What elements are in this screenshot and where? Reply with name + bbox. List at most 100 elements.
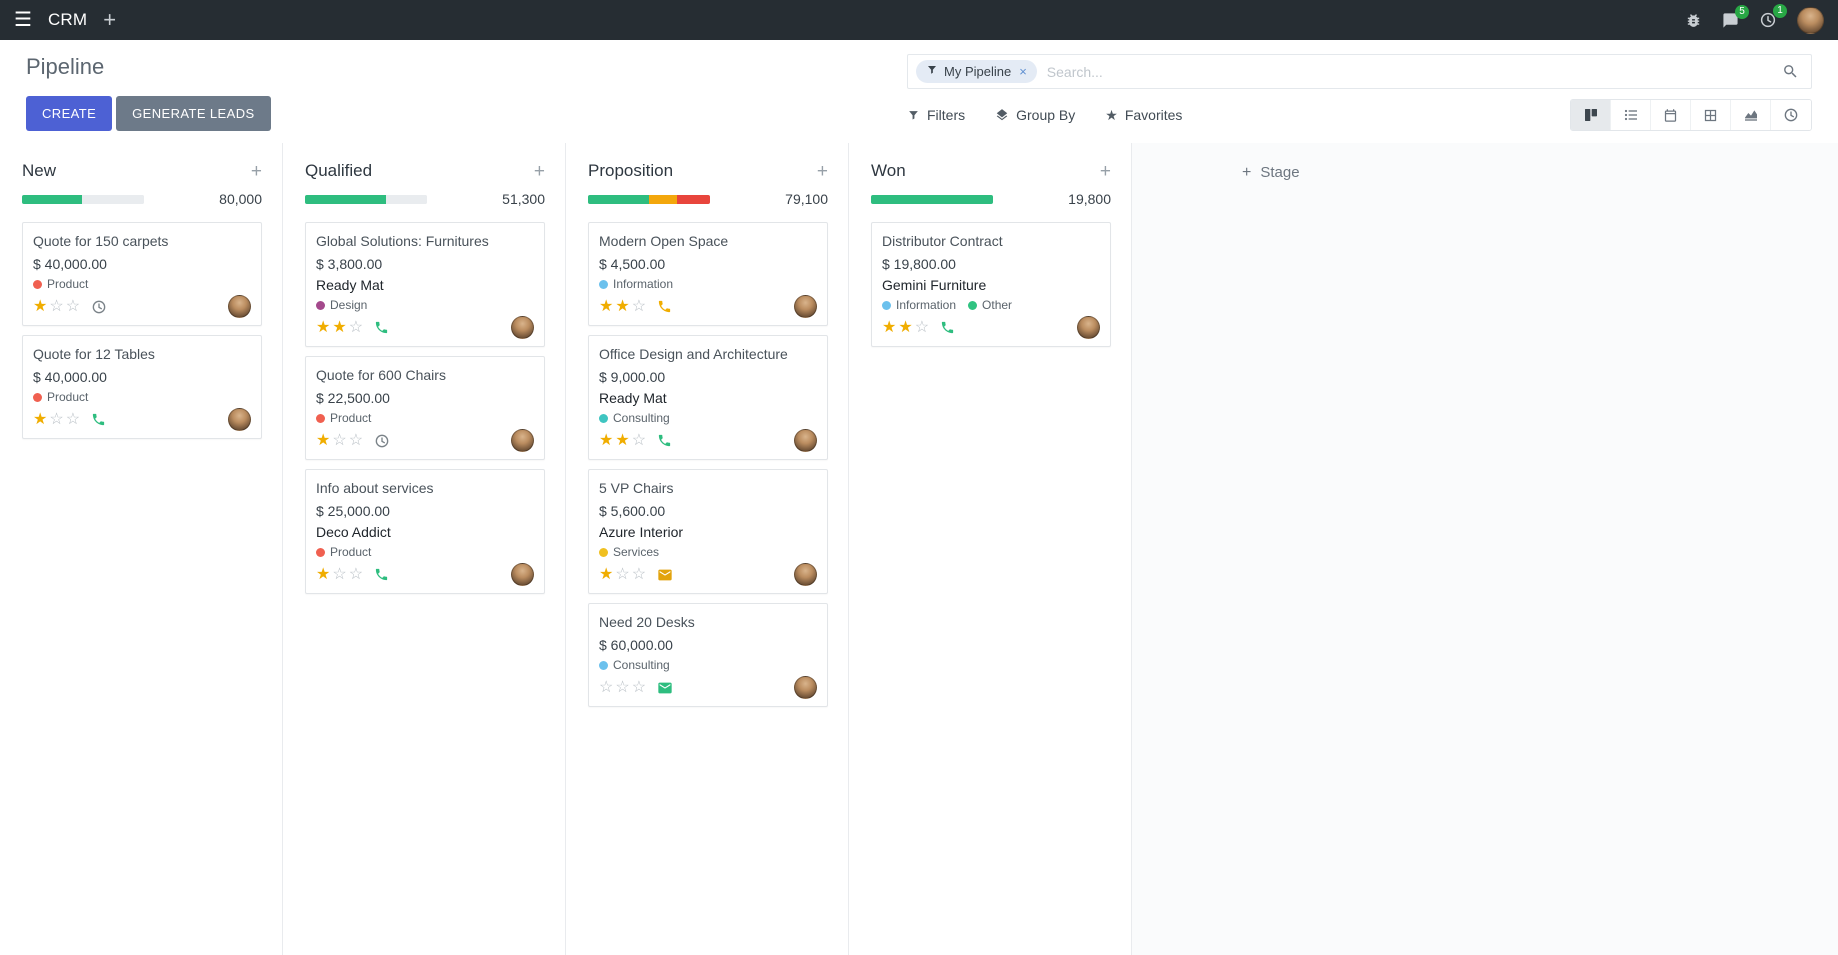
- priority-stars[interactable]: ★ ☆ ☆: [33, 410, 82, 428]
- progress-segment[interactable]: [588, 194, 649, 204]
- priority-stars[interactable]: ★ ★ ☆: [599, 297, 648, 315]
- activities-clock-icon[interactable]: 1: [1759, 4, 1787, 29]
- apps-menu-icon[interactable]: ☰: [14, 9, 32, 31]
- envelope-icon[interactable]: [657, 680, 673, 696]
- progress-segment[interactable]: [22, 194, 82, 204]
- salesperson-avatar[interactable]: [511, 429, 534, 452]
- star-filled-icon[interactable]: ★: [316, 565, 331, 583]
- star-empty-icon[interactable]: ☆: [348, 565, 364, 583]
- progress-segment[interactable]: [385, 194, 427, 204]
- kanban-card[interactable]: Quote for 600 Chairs $ 22,500.00 Product…: [305, 356, 545, 460]
- kanban-card[interactable]: Modern Open Space $ 4,500.00 Information…: [588, 222, 828, 326]
- facet-remove-icon[interactable]: ×: [1019, 64, 1027, 79]
- graph-view-button[interactable]: [1731, 100, 1771, 130]
- star-filled-icon[interactable]: ★: [615, 297, 630, 315]
- column-progressbar[interactable]: [871, 194, 993, 204]
- progress-segment[interactable]: [305, 194, 386, 204]
- favorites-menu[interactable]: ★ Favorites: [1105, 107, 1182, 124]
- star-empty-icon[interactable]: ☆: [615, 565, 630, 583]
- phone-icon[interactable]: [374, 320, 389, 335]
- progress-segment[interactable]: [81, 194, 144, 204]
- salesperson-avatar[interactable]: [228, 408, 251, 431]
- star-empty-icon[interactable]: ☆: [332, 431, 347, 449]
- search-facet[interactable]: My Pipeline ×: [916, 60, 1037, 83]
- phone-icon[interactable]: [374, 567, 389, 582]
- kanban-card[interactable]: Quote for 150 carpets $ 40,000.00 Produc…: [22, 222, 262, 326]
- priority-stars[interactable]: ★ ★ ☆: [882, 318, 931, 336]
- star-empty-icon[interactable]: ☆: [332, 565, 347, 583]
- add-record-icon[interactable]: +: [1099, 160, 1111, 182]
- activity-view-button[interactable]: [1771, 100, 1811, 130]
- add-record-icon[interactable]: +: [250, 160, 262, 182]
- priority-stars[interactable]: ★ ★ ☆: [316, 318, 365, 336]
- star-empty-icon[interactable]: ☆: [348, 431, 364, 449]
- generate-leads-button[interactable]: GENERATE LEADS: [116, 96, 271, 131]
- star-empty-icon[interactable]: ☆: [65, 297, 81, 315]
- star-filled-icon[interactable]: ★: [615, 431, 630, 449]
- pivot-view-button[interactable]: [1691, 100, 1731, 130]
- star-empty-icon[interactable]: ☆: [615, 678, 630, 696]
- salesperson-avatar[interactable]: [228, 295, 251, 318]
- star-filled-icon[interactable]: ★: [316, 431, 331, 449]
- add-record-icon[interactable]: +: [816, 160, 828, 182]
- envelope-icon[interactable]: [657, 567, 673, 583]
- salesperson-avatar[interactable]: [511, 316, 534, 339]
- phone-icon[interactable]: [657, 433, 672, 448]
- progress-segment[interactable]: [871, 194, 993, 204]
- star-filled-icon[interactable]: ★: [599, 565, 614, 583]
- star-empty-icon[interactable]: ☆: [631, 297, 647, 315]
- star-filled-icon[interactable]: ★: [898, 318, 913, 336]
- star-empty-icon[interactable]: ☆: [631, 431, 647, 449]
- star-empty-icon[interactable]: ☆: [631, 565, 647, 583]
- star-empty-icon[interactable]: ☆: [49, 410, 64, 428]
- column-progressbar[interactable]: [22, 194, 144, 204]
- salesperson-avatar[interactable]: [511, 563, 534, 586]
- star-filled-icon[interactable]: ★: [882, 318, 897, 336]
- star-filled-icon[interactable]: ★: [599, 297, 614, 315]
- salesperson-avatar[interactable]: [794, 295, 817, 318]
- priority-stars[interactable]: ☆ ☆ ☆: [599, 678, 648, 696]
- search-icon[interactable]: [1782, 63, 1799, 80]
- kanban-card[interactable]: Quote for 12 Tables $ 40,000.00 Product …: [22, 335, 262, 439]
- column-progressbar[interactable]: [588, 194, 710, 204]
- salesperson-avatar[interactable]: [794, 676, 817, 699]
- list-view-button[interactable]: [1611, 100, 1651, 130]
- phone-icon[interactable]: [940, 320, 955, 335]
- kanban-view-button[interactable]: [1571, 100, 1611, 130]
- kanban-card[interactable]: Distributor Contract $ 19,800.00 Gemini …: [871, 222, 1111, 347]
- debug-bug-icon[interactable]: [1685, 12, 1702, 29]
- priority-stars[interactable]: ★ ☆ ☆: [33, 297, 82, 315]
- progress-segment[interactable]: [649, 194, 678, 204]
- clock-icon[interactable]: [374, 433, 390, 449]
- priority-stars[interactable]: ★ ★ ☆: [599, 431, 648, 449]
- progress-segment[interactable]: [677, 194, 710, 204]
- star-filled-icon[interactable]: ★: [33, 297, 48, 315]
- group-by-menu[interactable]: Group By: [995, 107, 1075, 124]
- clock-icon[interactable]: [91, 299, 107, 315]
- calendar-view-button[interactable]: [1651, 100, 1691, 130]
- messages-icon[interactable]: 5: [1722, 4, 1749, 29]
- star-filled-icon[interactable]: ★: [599, 431, 614, 449]
- phone-icon[interactable]: [91, 412, 106, 427]
- star-filled-icon[interactable]: ★: [332, 318, 347, 336]
- quick-create-icon[interactable]: +: [103, 7, 117, 32]
- kanban-card[interactable]: Info about services $ 25,000.00 Deco Add…: [305, 469, 545, 594]
- create-button[interactable]: CREATE: [26, 96, 113, 131]
- star-empty-icon[interactable]: ☆: [914, 318, 930, 336]
- search-bar[interactable]: My Pipeline ×: [907, 54, 1812, 89]
- star-empty-icon[interactable]: ☆: [599, 678, 614, 696]
- priority-stars[interactable]: ★ ☆ ☆: [316, 565, 365, 583]
- star-empty-icon[interactable]: ☆: [49, 297, 64, 315]
- add-record-icon[interactable]: +: [533, 160, 545, 182]
- star-filled-icon[interactable]: ★: [316, 318, 331, 336]
- phone-icon[interactable]: [657, 299, 672, 314]
- star-empty-icon[interactable]: ☆: [348, 318, 364, 336]
- kanban-card[interactable]: 5 VP Chairs $ 5,600.00 Azure Interior Se…: [588, 469, 828, 594]
- salesperson-avatar[interactable]: [794, 563, 817, 586]
- kanban-card[interactable]: Office Design and Architecture $ 9,000.0…: [588, 335, 828, 460]
- user-menu[interactable]: [1797, 6, 1824, 34]
- salesperson-avatar[interactable]: [794, 429, 817, 452]
- filters-menu[interactable]: Filters: [907, 107, 965, 124]
- star-empty-icon[interactable]: ☆: [631, 678, 647, 696]
- star-empty-icon[interactable]: ☆: [65, 410, 81, 428]
